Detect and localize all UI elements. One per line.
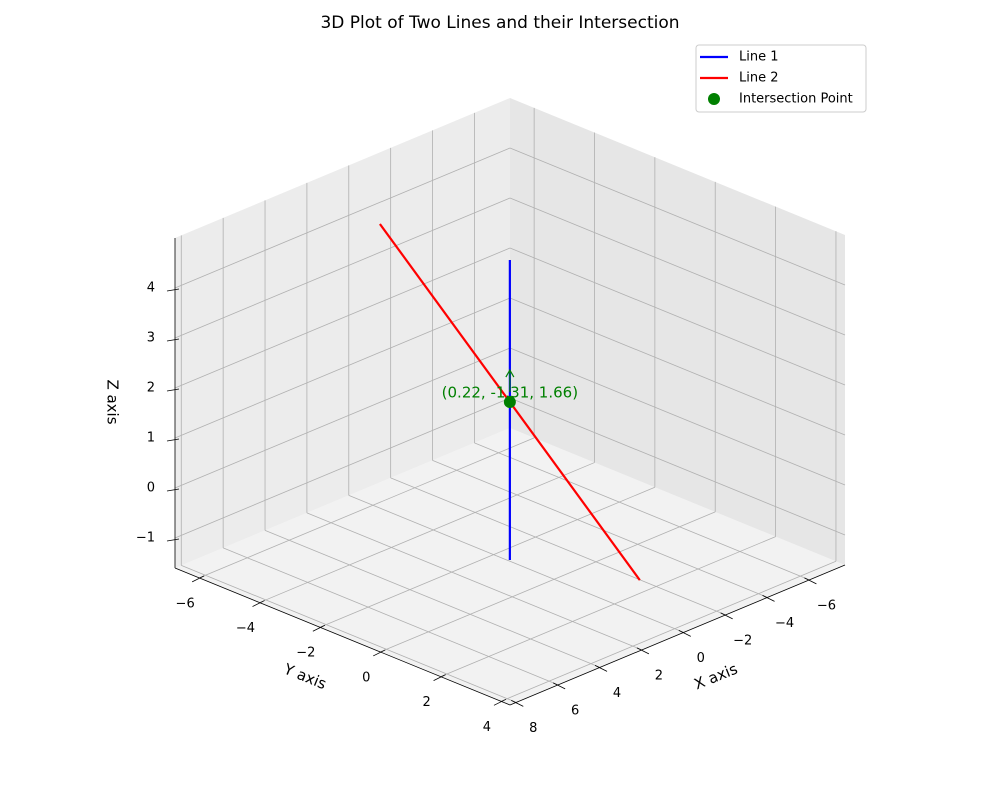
grid-line (259, 462, 595, 603)
x-tick (804, 577, 817, 585)
grid-line (380, 511, 716, 653)
annotation: (0.22, -1.31, 1.66) (442, 384, 578, 402)
grid-line (509, 147, 846, 286)
x-tick-label: 4 (613, 686, 621, 701)
z-axis-label: Z axis (104, 379, 122, 424)
grid-line (509, 247, 846, 386)
y-tick (312, 624, 326, 632)
y-tick (493, 698, 507, 706)
y-tick-label: −4 (236, 621, 255, 636)
legend-label: Line 1 (739, 50, 779, 65)
x-tick-label: 0 (697, 651, 705, 666)
y-tick (252, 600, 265, 607)
z-tick-label: 0 (147, 481, 155, 496)
grid-line (509, 397, 846, 536)
z-tick (166, 488, 180, 492)
y-axis-line (174, 567, 511, 706)
legend-box (695, 44, 867, 113)
x-axis-line (509, 564, 846, 706)
x-tick (594, 665, 608, 672)
pane-floor (175, 428, 845, 705)
x-tick-label: 8 (529, 721, 537, 736)
x-tick-label: −4 (775, 616, 794, 631)
y-tick-label: 0 (362, 670, 370, 685)
y-tick (433, 674, 446, 681)
grid-line (474, 442, 810, 581)
z-tick-label: −1 (136, 531, 155, 546)
z-tick (166, 438, 180, 442)
z-tick (166, 388, 180, 392)
y-tick (191, 575, 205, 583)
x-tick (552, 682, 566, 690)
x-tick (636, 647, 650, 655)
x-tick (762, 595, 775, 602)
pane-right (510, 98, 845, 565)
legend-label: Intersection Point (739, 92, 853, 107)
chart-title: 3D Plot of Two Lines and their Intersect… (320, 13, 679, 33)
y-tick-label: −2 (296, 646, 315, 661)
grid-line (174, 397, 511, 539)
z-tick (166, 538, 180, 542)
grid-line (198, 437, 535, 579)
intersection-point (503, 396, 516, 409)
y-tick-label: −6 (176, 596, 195, 611)
pane-left (175, 98, 510, 568)
z-tick-label: 3 (147, 331, 155, 346)
x-tick-label: 6 (571, 703, 579, 718)
z-tick (166, 338, 180, 342)
grid-line (264, 530, 601, 668)
grid-line (174, 247, 511, 389)
grid-line (500, 560, 837, 702)
x-tick-label: −6 (817, 598, 836, 613)
y-tick-label: 4 (483, 720, 491, 735)
grid-line (174, 297, 511, 439)
x-tick-label: 2 (655, 668, 663, 683)
grid-line (174, 147, 511, 289)
grid-line (509, 197, 846, 336)
y-axis-label: Y axis (280, 660, 329, 694)
grid-line (509, 297, 846, 436)
annotation-arrow (505, 368, 515, 393)
x-tick (511, 700, 524, 707)
grid-line (432, 460, 768, 598)
grid-line (174, 197, 511, 339)
legend-marker (708, 93, 720, 105)
legend-label: Line 2 (739, 71, 779, 86)
grid-line (440, 536, 776, 677)
grid-line (181, 565, 517, 703)
y-tick-label: 2 (422, 695, 430, 710)
z-tick-label: 2 (147, 381, 155, 396)
z-tick-label: 4 (147, 281, 155, 296)
grid-line (174, 347, 511, 489)
z-tick-label: 1 (147, 431, 155, 446)
grid-line (348, 495, 684, 633)
grid-line (390, 477, 726, 616)
grid-line (319, 486, 656, 628)
grid-line (306, 512, 643, 651)
x-tick (720, 612, 733, 620)
grid-line (223, 547, 559, 686)
x-tick-label: −2 (733, 633, 752, 648)
y-tick (373, 649, 386, 657)
x-tick (678, 630, 691, 637)
z-tick (166, 288, 180, 292)
legend: Line 1 Line 2 Intersection Point (695, 44, 867, 113)
grid-line (509, 347, 846, 486)
